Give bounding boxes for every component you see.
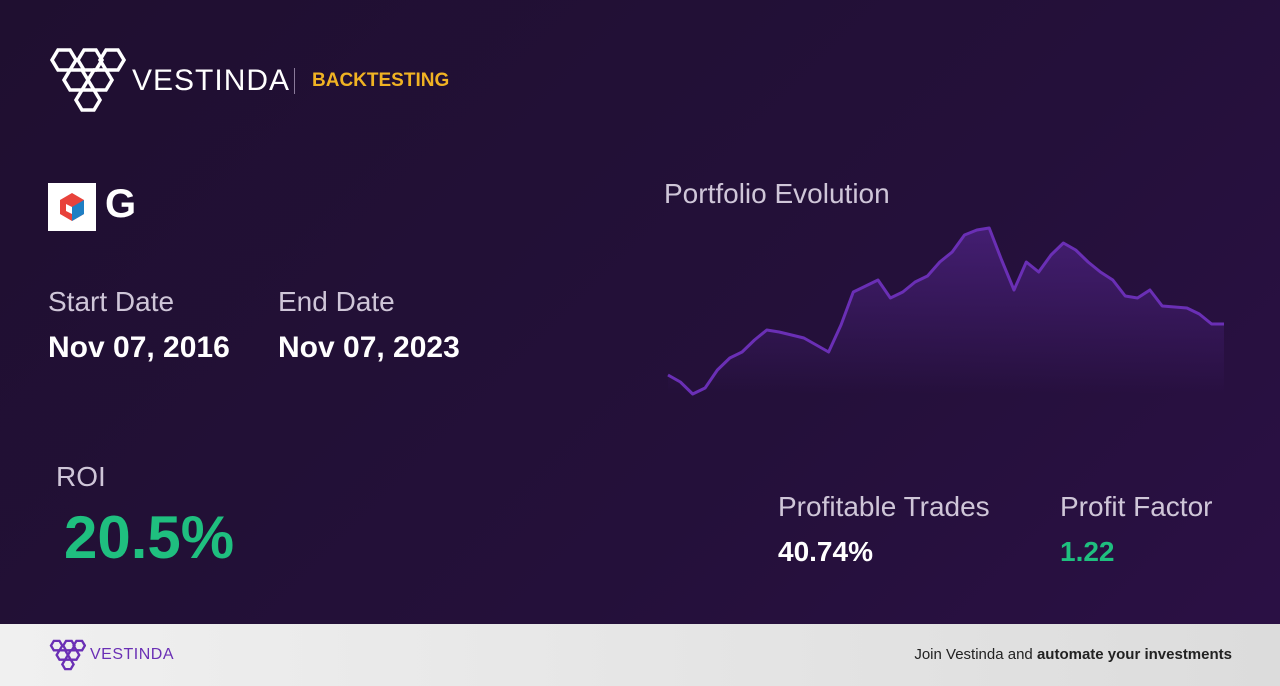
start-value: Nov 07, 2016 — [48, 331, 230, 364]
section: BACKTESTING — [312, 70, 450, 91]
footer-brand: VESTINDA — [90, 646, 175, 663]
trades-value: 40.74% — [778, 536, 873, 567]
end-value: Nov 07, 2023 — [278, 331, 460, 364]
factor-value: 1.22 — [1060, 536, 1115, 567]
cta-prefix: Join Vestinda and — [914, 646, 1033, 663]
end-label: End Date — [278, 286, 395, 317]
footer-cta: Join Vestinda and automate your investme… — [914, 646, 1232, 663]
factor-label: Profit Factor — [1060, 491, 1213, 522]
chart — [667, 226, 1224, 396]
brand: VESTINDA — [132, 64, 291, 97]
roi-label: ROI — [56, 461, 106, 492]
divider — [294, 68, 295, 94]
cta-bold: automate your investments — [1036, 646, 1232, 663]
trades-label: Profitable Trades — [778, 491, 990, 522]
area — [668, 228, 1224, 394]
start-label: Start Date — [48, 286, 175, 317]
footer-logo — [49, 639, 86, 671]
logo — [49, 48, 126, 112]
roi-value: 20.5% — [64, 504, 235, 571]
ticker: G — [105, 182, 137, 226]
chart-title: Portfolio Evolution — [664, 178, 890, 209]
line — [667, 226, 1224, 396]
ticker-icon — [48, 183, 96, 231]
footer: VESTINDA Join Vestinda and automate your… — [0, 624, 1280, 686]
